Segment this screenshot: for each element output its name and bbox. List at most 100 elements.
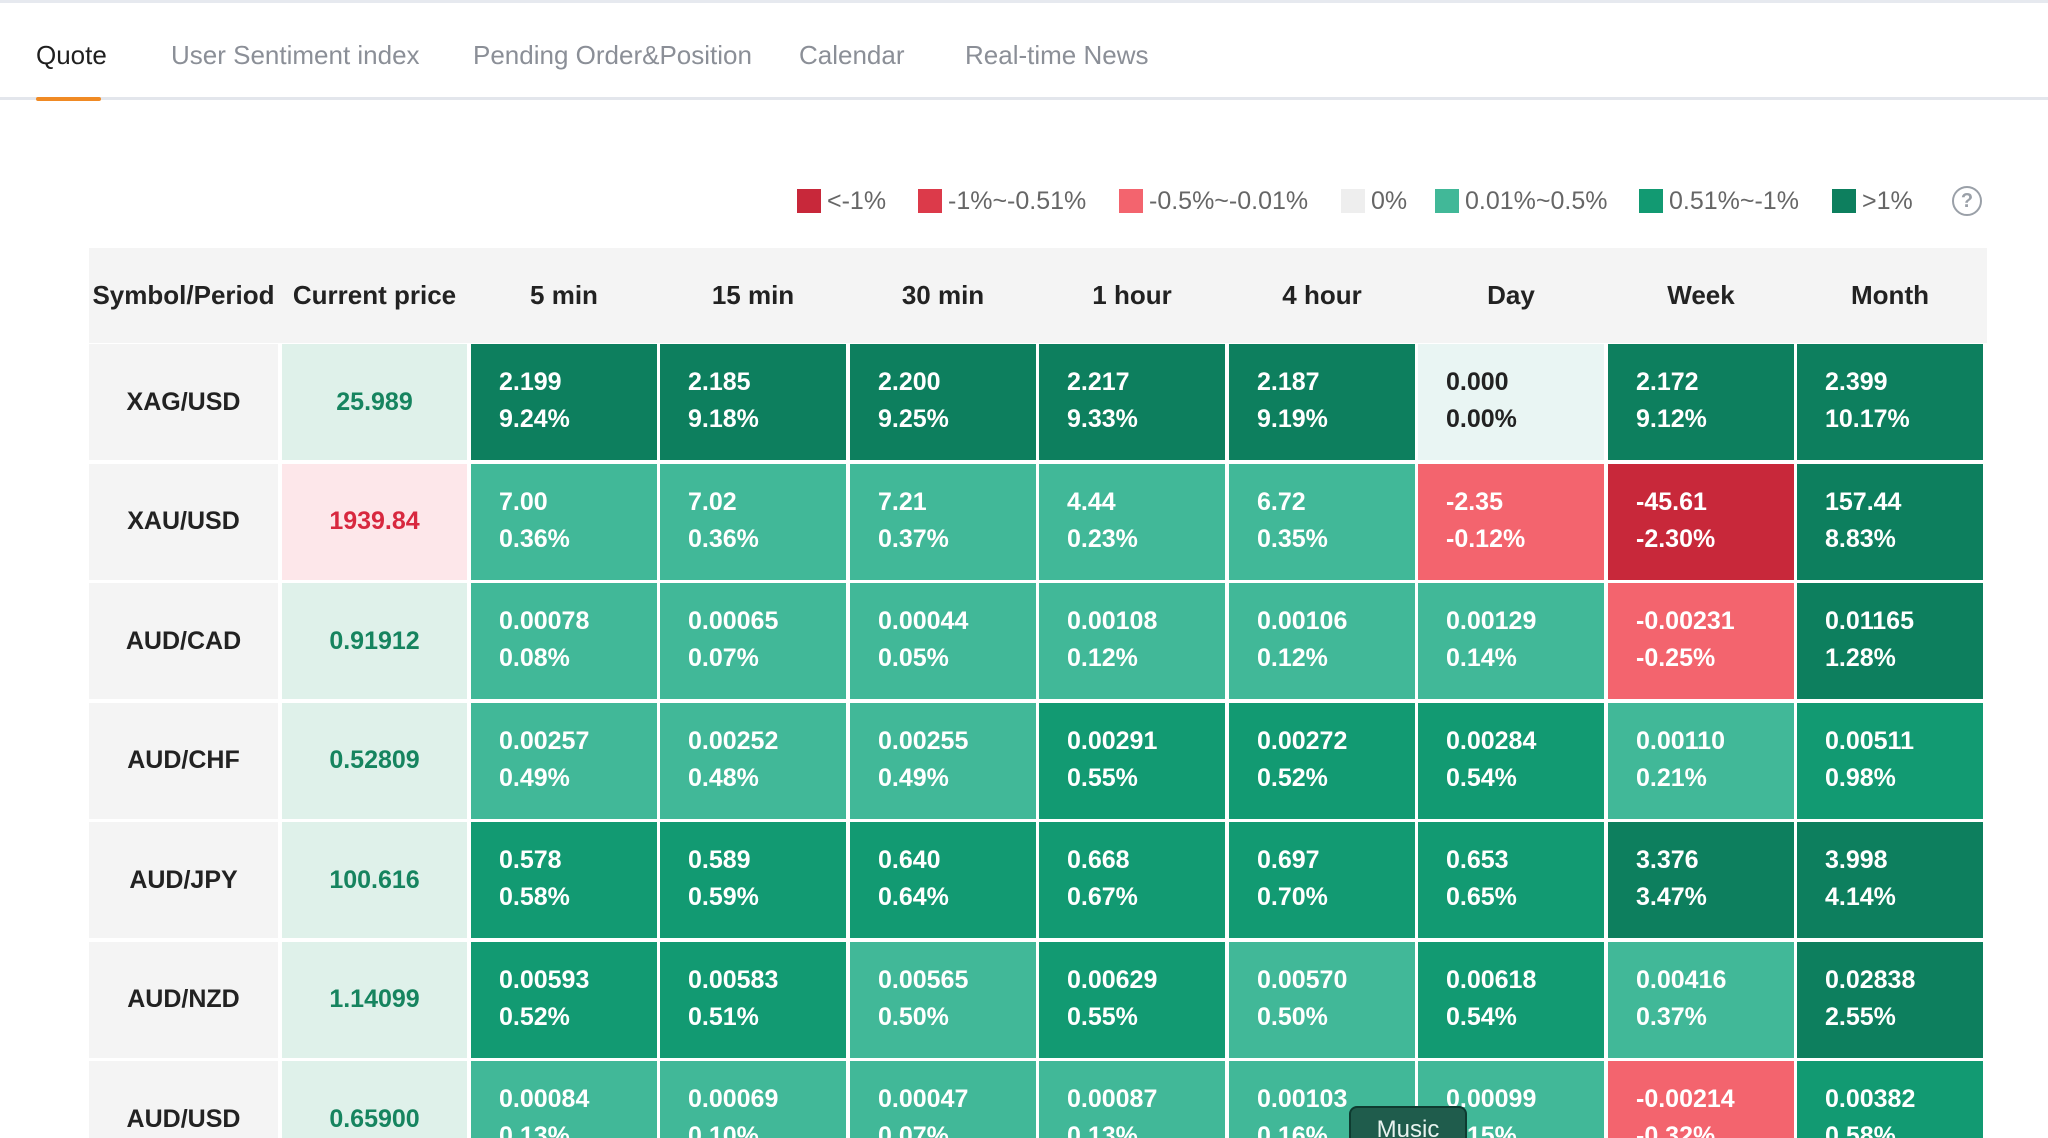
current-price-cell: 25.989 (282, 344, 467, 460)
change-cell-30-min: 7.21 0.37% (850, 463, 1036, 580)
table-row[interactable]: AUD/USD 0.65900 0.00084 0.13% 0.00069 0.10% 0.… (89, 1061, 1987, 1138)
tab-bar: Quote User Sentiment index Pending Order… (0, 3, 2048, 101)
legend-label: 0.51%~-1% (1669, 186, 1799, 215)
change-percent: 0.07% (878, 1122, 949, 1138)
change-cell-month: 0.02838 2.55% (1797, 941, 1983, 1058)
change-value: 0.00087 (1067, 1085, 1158, 1113)
table-row[interactable]: XAG/USD 25.989 2.199 9.24% 2.185 9.18% 2.200 9.… (89, 344, 1987, 460)
change-value: 0.01165 (1825, 607, 1914, 635)
top-border (0, 0, 2048, 3)
table-header-row: Symbol/Period Current price 5 min 15 min… (89, 248, 1987, 343)
change-cell-1-hour: 0.00629 0.55% (1039, 941, 1225, 1058)
column-header-symbol-period: Symbol/Period (92, 280, 275, 310)
change-percent: 0.35% (1257, 524, 1328, 553)
symbol-cell[interactable]: XAU/USD (89, 463, 278, 580)
change-cell-day: 0.000 0.00% (1418, 344, 1604, 460)
change-percent: 9.25% (878, 405, 949, 433)
change-percent: 0.00% (1446, 405, 1517, 433)
music-badge[interactable]: Music (1349, 1106, 1467, 1138)
change-cell-5-min: 0.578 0.58% (471, 822, 657, 938)
change-cell-4-hour: 0.00570 0.50% (1229, 941, 1415, 1058)
change-percent: 8.83% (1825, 524, 1896, 553)
change-percent: 0.10% (688, 1122, 759, 1138)
change-percent: 9.24% (499, 405, 570, 433)
change-percent: 0.08% (499, 644, 570, 672)
change-value: 0.00629 (1067, 965, 1158, 994)
symbol-cell[interactable]: AUD/NZD (89, 941, 278, 1058)
change-percent: 0.64% (878, 883, 949, 911)
change-cell-month: 0.00382 0.58% (1797, 1061, 1983, 1138)
change-value: 0.00044 (878, 607, 969, 635)
column-header-1-hour: 1 hour (1092, 280, 1172, 310)
symbol-cell[interactable]: AUD/USD (89, 1061, 278, 1138)
change-cell-1-hour: 2.217 9.33% (1039, 344, 1225, 460)
change-percent: 0.58% (499, 883, 570, 911)
table-row[interactable]: AUD/CHF 0.52809 0.00257 0.49% 0.00252 0.48% 0.… (89, 702, 1987, 819)
change-value: 0.00078 (499, 607, 590, 635)
change-value: 157.44 (1825, 487, 1902, 516)
change-percent: -0.32% (1636, 1122, 1716, 1138)
table-row[interactable]: AUD/JPY 100.616 0.578 0.58% 0.589 0.59% 0.640 0… (89, 822, 1987, 938)
legend-item: 0% (1341, 186, 1407, 216)
legend-swatch (1119, 189, 1143, 213)
tab-pending-order-position[interactable]: Pending Order&Position (473, 40, 752, 70)
change-value: 2.200 (878, 368, 941, 396)
legend-swatch (1341, 189, 1365, 213)
legend-label: -1%~-0.51% (948, 186, 1087, 215)
change-value: 2.187 (1257, 368, 1320, 396)
tab-quote[interactable]: Quote (36, 40, 107, 70)
table-row[interactable]: AUD/CAD 0.91912 0.00078 0.08% 0.00065 0.07% 0.… (89, 583, 1987, 699)
change-cell-week: -0.00214 -0.32% (1608, 1061, 1794, 1138)
table-row[interactable]: AUD/NZD 1.14099 0.00593 0.52% 0.00583 0.51% 0.… (89, 941, 1987, 1058)
change-cell-month: 3.998 4.14% (1797, 822, 1983, 938)
change-cell-4-hour: 0.00272 0.52% (1229, 702, 1415, 819)
active-tab-indicator (36, 97, 101, 101)
column-header-current-price: Current price (292, 280, 457, 310)
legend-swatch (918, 189, 942, 213)
symbol-cell[interactable]: XAG/USD (89, 344, 278, 460)
change-value: -45.61 (1636, 487, 1707, 516)
change-cell-4-hour: 0.697 0.70% (1229, 822, 1415, 938)
change-value: 0.00065 (688, 607, 779, 635)
change-percent: 0.14% (1446, 644, 1517, 672)
change-value: 0.640 (878, 846, 941, 874)
change-percent: 0.52% (1257, 763, 1328, 792)
change-percent: 0.36% (688, 524, 759, 553)
symbol-cell[interactable]: AUD/CAD (89, 583, 278, 699)
change-value: -0.00214 (1636, 1085, 1735, 1113)
change-percent: 0.50% (878, 1002, 949, 1031)
change-cell-week: 0.00416 0.37% (1608, 941, 1794, 1058)
change-value: 0.00382 (1825, 1085, 1916, 1113)
change-percent: 9.33% (1067, 405, 1138, 433)
change-value: 2.185 (688, 368, 751, 396)
change-percent: 0.12% (1067, 644, 1138, 672)
change-cell-30-min: 2.200 9.25% (850, 344, 1036, 460)
change-value: 0.00291 (1067, 726, 1158, 755)
change-percent: 0.37% (1636, 1002, 1707, 1031)
symbol-cell[interactable]: AUD/JPY (89, 822, 278, 938)
change-value: 0.00099 (1446, 1085, 1537, 1113)
legend-item: >1% (1832, 186, 1913, 216)
table-row[interactable]: XAU/USD 1939.84 7.00 0.36% 7.02 0.36% 7.21 0.37… (89, 463, 1987, 580)
change-percent: 0.21% (1636, 763, 1707, 792)
column-header-day: Day (1487, 280, 1535, 310)
change-percent: 0.36% (499, 524, 570, 553)
change-cell-day: 0.00284 0.54% (1418, 702, 1604, 819)
tab-calendar[interactable]: Calendar (799, 40, 905, 70)
change-percent: 0.12% (1257, 644, 1328, 672)
change-cell-5-min: 7.00 0.36% (471, 463, 657, 580)
change-percent: 0.50% (1257, 1002, 1328, 1031)
change-percent: 0.07% (688, 644, 759, 672)
legend-item: <-1% (797, 186, 886, 216)
tab-user-sentiment-index[interactable]: User Sentiment index (171, 40, 420, 70)
change-value: 0.00570 (1257, 965, 1348, 994)
change-percent: 0.59% (688, 883, 759, 911)
column-header-month: Month (1851, 280, 1929, 310)
legend-swatch (797, 189, 821, 213)
question-circle-icon[interactable]: ? (1952, 186, 1982, 216)
symbol-cell[interactable]: AUD/CHF (89, 702, 278, 819)
change-cell-day: -2.35 -0.12% (1418, 463, 1604, 580)
tab-real-time-news[interactable]: Real-time News (965, 40, 1149, 70)
change-percent: 0.49% (499, 763, 570, 792)
legend-item: 0.51%~-1% (1639, 186, 1799, 216)
